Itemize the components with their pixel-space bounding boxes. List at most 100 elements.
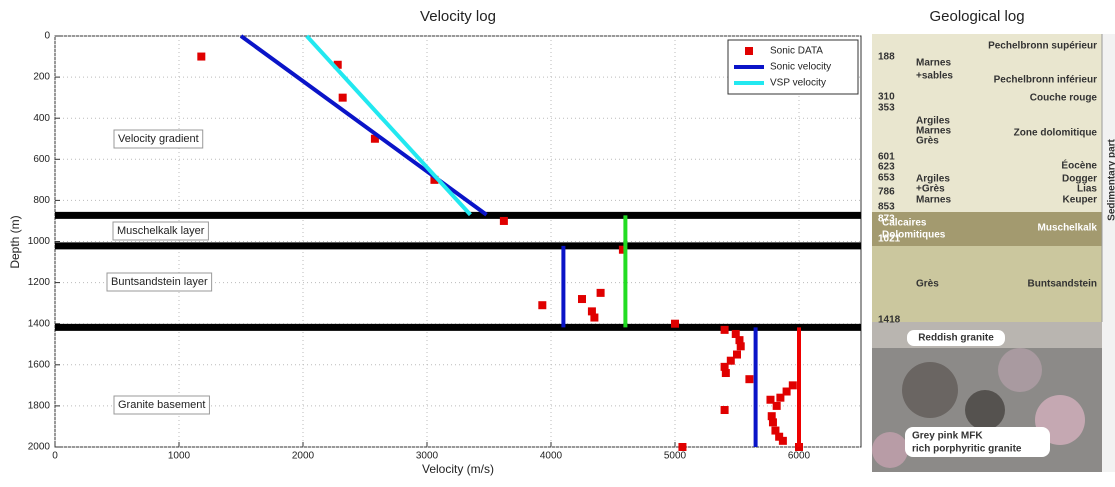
- depth-label: 353: [878, 103, 895, 114]
- x-tick-label: 1000: [168, 451, 191, 462]
- lithology-label: Dolomitiques: [882, 230, 946, 241]
- data-point: [538, 301, 547, 310]
- y-tick-label: 600: [33, 154, 50, 165]
- data-point: [578, 295, 586, 304]
- data-point: [596, 288, 605, 297]
- y-tick-label: 1400: [28, 318, 51, 329]
- lithology-label: Calcaires: [882, 218, 927, 229]
- data-point: [768, 418, 777, 427]
- y-tick-label: 800: [33, 195, 50, 206]
- formation-label: Couche rouge: [1030, 93, 1098, 104]
- depth-label: 853: [878, 202, 895, 213]
- y-tick-label: 1800: [28, 401, 51, 412]
- formation-label: Pechelbronn supérieur: [988, 41, 1097, 52]
- data-point: [333, 60, 342, 69]
- data-point: [731, 329, 740, 338]
- data-point: [590, 313, 599, 322]
- y-tick-label: 1200: [28, 277, 51, 288]
- data-point: [338, 93, 347, 102]
- formation-label: Zone dolomitique: [1014, 128, 1098, 139]
- y-tick-label: 400: [33, 113, 50, 124]
- annotation-box: [112, 221, 209, 241]
- data-point: [767, 412, 776, 421]
- data-point: [678, 443, 687, 451]
- data-point: [499, 216, 508, 225]
- legend-marker: [745, 47, 753, 55]
- y-axis-label: Depth (m): [8, 215, 22, 268]
- formation-label: Éocène: [1061, 159, 1097, 172]
- lithology-label: Grey pink MFK: [912, 431, 983, 442]
- data-point: [197, 52, 206, 61]
- legend-label: Sonic DATA: [770, 46, 823, 57]
- depth-label: 310: [878, 92, 895, 103]
- annotation: Buntsandstein layer: [111, 276, 208, 288]
- lithology-label: Grès: [916, 136, 939, 147]
- formation-label: Lias: [1077, 184, 1097, 195]
- annotation: Muschelkalk layer: [117, 225, 205, 237]
- legend-label: VSP velocity: [770, 78, 826, 89]
- lithology-label: Reddish granite: [918, 333, 994, 344]
- lithology-label: +sables: [916, 71, 953, 82]
- x-tick-label: 5000: [664, 451, 687, 462]
- depth-label: 1418: [878, 315, 901, 326]
- data-point: [587, 307, 596, 316]
- data-point: [766, 395, 775, 404]
- lithology-label: Argiles: [916, 116, 950, 127]
- texture: [902, 362, 958, 418]
- x-tick-label: 0: [52, 451, 58, 462]
- texture: [998, 348, 1042, 392]
- x-tick-label: 4000: [540, 451, 563, 462]
- lithology-label: rich porphyritic granite: [912, 444, 1022, 455]
- data-point: [776, 393, 785, 402]
- data-point: [370, 134, 379, 143]
- y-tick-label: 1000: [28, 236, 51, 247]
- annotation-box: [106, 272, 213, 292]
- y-tick-label: 0: [44, 31, 50, 42]
- depth-label: 188: [878, 52, 895, 63]
- data-point: [733, 350, 741, 359]
- data-point: [775, 432, 784, 441]
- plot-area: [54, 35, 862, 448]
- label-box: [905, 427, 1050, 457]
- x-tick-label: 6000: [788, 451, 811, 462]
- depth-label: 786: [878, 187, 895, 198]
- data-point: [726, 356, 735, 365]
- depth-label: 1021: [878, 234, 901, 245]
- lithology-label: Grès: [916, 279, 939, 290]
- sediment-layer: [872, 34, 1102, 212]
- formation-label: Dogger: [1062, 174, 1097, 185]
- x-tick-label: 3000: [416, 451, 439, 462]
- y-tick-label: 1600: [28, 359, 51, 370]
- data-point: [671, 319, 679, 328]
- buntsandstein-layer: [872, 246, 1102, 322]
- lithology-label: Marnes: [916, 126, 951, 137]
- y-tick-label: 200: [33, 72, 50, 83]
- label-box: [907, 330, 1005, 346]
- texture: [872, 432, 908, 468]
- data-point: [772, 401, 781, 410]
- texture: [965, 390, 1005, 430]
- lithology-label: Argiles: [916, 174, 950, 185]
- annotation: Velocity gradient: [118, 133, 199, 145]
- data-point: [788, 381, 797, 390]
- formation-label: Muschelkalk: [1038, 223, 1098, 234]
- data-point: [430, 175, 439, 184]
- chart-title: Velocity log: [420, 8, 496, 25]
- data-point: [618, 245, 627, 254]
- muschelkalk-layer: [872, 212, 1102, 246]
- annotation-box: [113, 129, 204, 149]
- series-line: [305, 34, 472, 217]
- data-point: [782, 387, 791, 396]
- formation-label: Keuper: [1063, 195, 1098, 206]
- lithology-label: Marnes: [916, 195, 951, 206]
- data-point: [771, 426, 780, 435]
- legend-label: Sonic velocity: [770, 62, 831, 73]
- data-point: [735, 336, 744, 345]
- geological-log: Geological log Sedimentary part 188 31035…: [872, 8, 1115, 472]
- x-tick-label: 2000: [292, 451, 315, 462]
- lithology-label: Marnes: [916, 58, 951, 69]
- data-point: [720, 406, 729, 415]
- formation-label: Pechelbronn inférieur: [994, 75, 1097, 86]
